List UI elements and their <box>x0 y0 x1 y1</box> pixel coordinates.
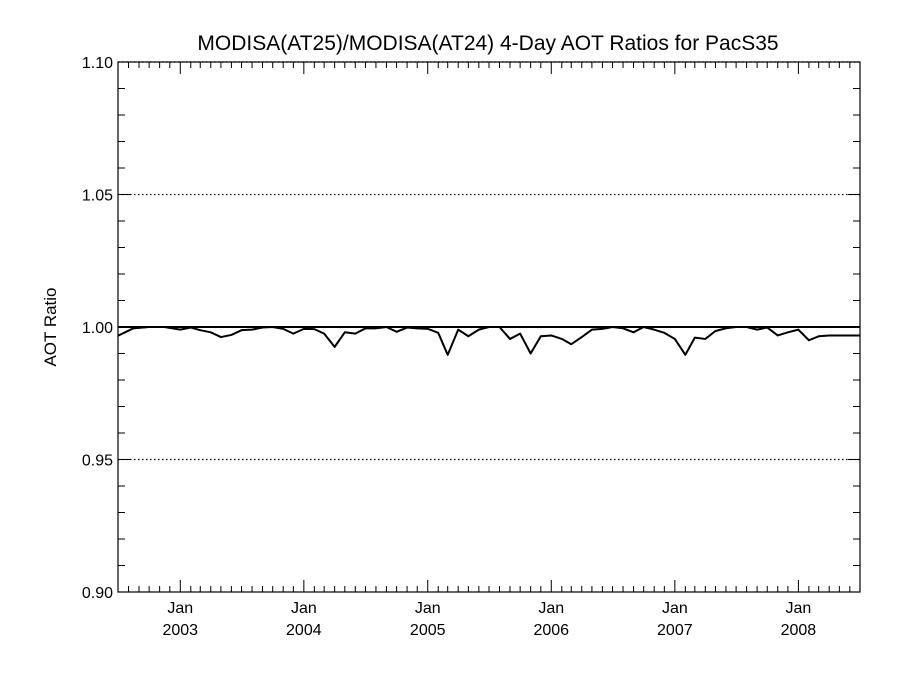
x-tick-year-2: 2005 <box>410 622 446 639</box>
x-tick-year-0: 2003 <box>162 622 198 639</box>
y-tick-label-3: 1.05 <box>82 188 113 205</box>
y-tick-label-1: 0.95 <box>82 453 113 470</box>
y-axis-label: AOT Ratio <box>41 287 60 366</box>
series-line <box>117 326 860 356</box>
x-tick-year-5: 2008 <box>781 622 817 639</box>
x-tick-year-1: 2004 <box>286 622 322 639</box>
x-tick-year-3: 2006 <box>533 622 569 639</box>
axis-ticks <box>117 61 861 593</box>
x-tick-month-0: Jan <box>167 600 193 617</box>
chart-title: MODISA(AT25)/MODISA(AT24) 4-Day AOT Rati… <box>197 32 778 55</box>
x-tick-month-1: Jan <box>291 600 317 617</box>
x-tick-year-4: 2007 <box>657 622 693 639</box>
x-tick-labels: Jan 2003 Jan 2004 Jan 2005 Jan 2006 Jan 2007 Jan 20… <box>162 600 816 639</box>
x-tick-month-3: Jan <box>538 600 564 617</box>
y-tick-labels: 0.90 0.95 1.00 1.05 1.10 <box>82 55 113 602</box>
y-tick-label-0: 0.90 <box>82 585 113 602</box>
x-tick-month-5: Jan <box>785 600 811 617</box>
x-tick-month-4: Jan <box>662 600 688 617</box>
x-tick-month-2: Jan <box>415 600 441 617</box>
plot-frame <box>117 61 861 593</box>
y-tick-label-2: 1.00 <box>82 320 113 337</box>
y-tick-label-4: 1.10 <box>82 55 113 72</box>
